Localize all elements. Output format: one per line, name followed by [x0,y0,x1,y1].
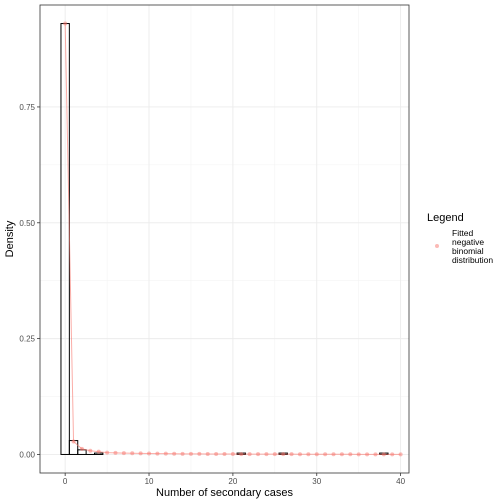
fitted-point [239,452,244,457]
plot-panel [39,4,410,474]
grid-minor [40,5,409,473]
fitted-point [356,452,361,457]
fitted-point [121,451,126,456]
fitted-point [96,449,101,454]
fitted-point [197,451,202,456]
y-tick-label: 0.00 [19,450,35,459]
legend-label-line: binomial [452,246,484,256]
grid-major [40,5,409,473]
y-tick-label: 0.25 [19,335,35,344]
fitted-point [214,452,219,457]
y-axis: 0.00 0.25 0.50 0.75 [19,103,40,459]
fitted-point [71,439,76,444]
fitted-point [63,21,68,26]
fitted-point [163,451,168,456]
fitted-point [155,451,160,456]
fitted-point [365,452,370,457]
legend: Legend Fitted negative binomial distributio… [427,212,493,265]
fitted-point [147,451,152,456]
panel-border [39,4,410,474]
legend-label-line: negative [452,237,484,247]
fitted-point [105,450,110,455]
y-axis-title: Density [4,220,16,257]
fitted-point [130,451,135,456]
fitted-point [88,448,93,453]
fitted-point [79,446,84,451]
legend-label: Fitted negative binomial distribution [452,228,493,265]
panel-background [40,5,409,473]
fitted-point [314,452,319,457]
fitted-point [323,452,328,457]
fitted-point [390,452,395,457]
fitted-points [63,21,403,457]
legend-items: Fitted negative binomial distribution [435,228,493,265]
legend-label-line: distribution [452,255,493,265]
x-tick-label: 30 [312,477,321,486]
fitted-point [230,452,235,457]
fitted-point [180,451,185,456]
fitted-point [289,452,294,457]
fitted-point [297,452,302,457]
fitted-point [331,452,336,457]
x-tick-label: 20 [228,477,237,486]
y-tick-label: 0.75 [19,103,35,112]
legend-label-line: Fitted [452,228,474,238]
fitted-point [205,451,210,456]
fitted-point [247,452,252,457]
fitted-point [306,452,311,457]
fitted-point [339,452,344,457]
y-tick-label: 0.50 [19,219,35,228]
fitted-point [348,452,353,457]
legend-key-point [435,244,439,248]
x-tick-label: 10 [145,477,154,486]
legend-title: Legend [427,212,464,224]
fitted-point [281,452,286,457]
fitted-point [138,451,143,456]
fitted-point [113,450,118,455]
x-tick-label: 0 [63,477,68,486]
x-tick-label: 40 [396,477,405,486]
fitted-point [222,452,227,457]
x-axis: 0 10 20 30 40 [63,473,406,486]
x-axis-title: Number of secondary cases [156,487,293,499]
fitted-point [188,451,193,456]
fitted-point [398,452,403,457]
fitted-point [172,451,177,456]
fitted-point [373,452,378,457]
fitted-point [256,452,261,457]
fitted-point [264,452,269,457]
fitted-point [381,452,386,457]
fitted-point [272,452,277,457]
